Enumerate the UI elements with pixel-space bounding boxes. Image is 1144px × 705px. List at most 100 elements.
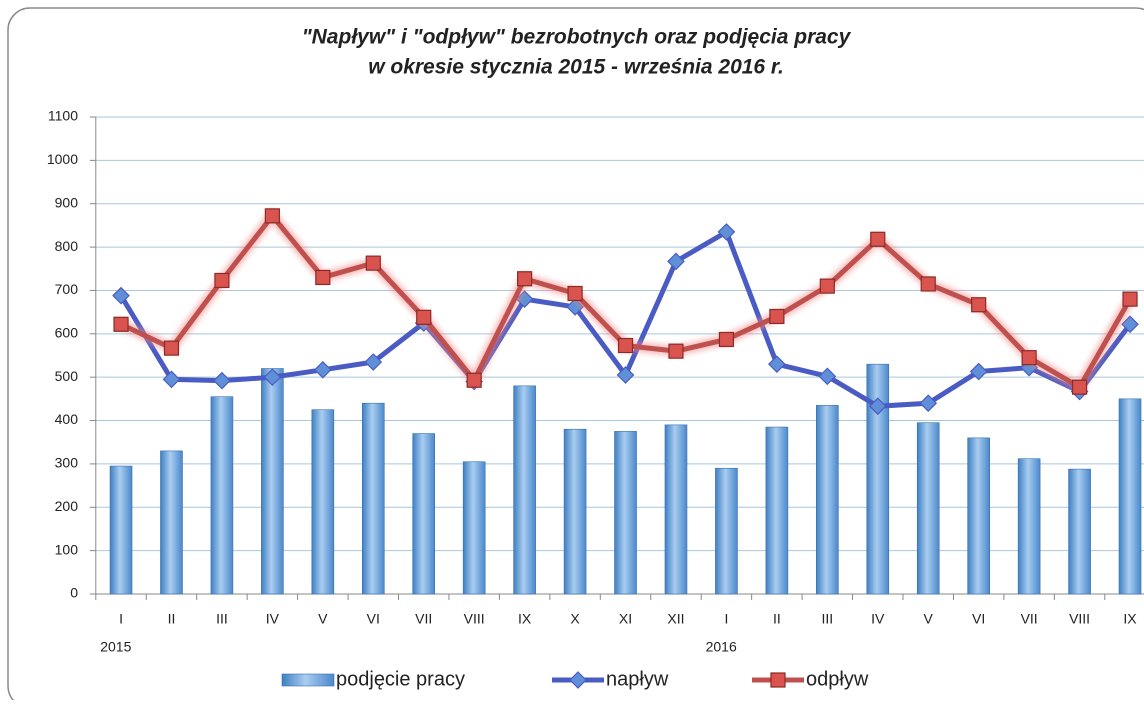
- x-tick-label: VI: [972, 611, 985, 627]
- marker: [315, 269, 331, 286]
- bar: [109, 465, 133, 595]
- bar: [210, 396, 234, 595]
- marker: [364, 353, 383, 371]
- x-tick-label: VII: [415, 611, 432, 627]
- marker: [718, 331, 735, 348]
- bar: [462, 461, 486, 595]
- chart-title: "Napływ" i "odpływ" bezrobotnych oraz po…: [302, 26, 852, 49]
- marker: [768, 355, 786, 374]
- x-tick-label: I: [724, 611, 728, 627]
- bar: [916, 422, 940, 595]
- marker: [1071, 379, 1088, 395]
- legend-item: napływ: [552, 668, 669, 690]
- marker: [213, 371, 231, 390]
- y-tick-label: 1100: [48, 108, 78, 124]
- marker: [1021, 350, 1037, 366]
- x-tick-label: VII: [1021, 611, 1038, 627]
- x-tick-label: VI: [367, 611, 380, 627]
- marker: [112, 286, 130, 305]
- bar: [563, 428, 587, 595]
- x-tick-label: III: [216, 611, 228, 627]
- bar: [311, 409, 335, 595]
- marker: [569, 671, 587, 689]
- x-tick-label: IX: [518, 611, 532, 627]
- marker: [717, 223, 736, 241]
- marker: [870, 231, 886, 247]
- legend-label: podjęcie pracy: [336, 668, 465, 690]
- x-tick-label: XI: [619, 611, 632, 627]
- x-tick-label: VIII: [464, 611, 485, 627]
- x-tick-label: II: [168, 611, 176, 627]
- bar: [614, 431, 637, 595]
- y-tick-label: 900: [55, 194, 79, 210]
- frame: [7, 7, 1144, 705]
- x-tick-label: V: [318, 611, 328, 627]
- marker: [617, 337, 634, 354]
- marker: [919, 394, 938, 413]
- bar: [664, 424, 688, 595]
- marker: [770, 672, 786, 688]
- bar: [715, 467, 738, 595]
- x-tick-label: IV: [871, 611, 885, 627]
- marker: [214, 272, 230, 289]
- legend-label: napływ: [606, 668, 669, 690]
- x-tick-label: IX: [1123, 611, 1137, 627]
- year-label: 2016: [706, 639, 737, 655]
- marker: [1121, 315, 1139, 334]
- y-tick-label: 1000: [47, 151, 78, 167]
- x-tick-label: IV: [266, 611, 280, 627]
- bar: [513, 385, 536, 595]
- marker: [818, 367, 837, 386]
- bar: [765, 426, 789, 595]
- y-tick-label: 600: [55, 325, 79, 341]
- marker: [667, 252, 685, 271]
- y-tick-label: 300: [55, 455, 79, 471]
- bar: [1017, 458, 1041, 595]
- x-tick-label: I: [119, 611, 123, 627]
- bar: [361, 402, 385, 595]
- x-tick-label: III: [821, 611, 833, 627]
- legend-label: odpływ: [806, 668, 869, 690]
- y-tick-label: 200: [55, 498, 79, 514]
- x-tick-label: II: [773, 611, 781, 627]
- marker: [466, 372, 482, 388]
- marker: [264, 208, 280, 224]
- bar: [412, 433, 436, 595]
- y-tick-label: 400: [55, 411, 79, 427]
- marker: [162, 370, 181, 389]
- bar: [160, 450, 183, 595]
- marker: [971, 297, 987, 313]
- bar: [967, 437, 990, 595]
- bar: [1068, 468, 1091, 595]
- marker: [920, 276, 936, 292]
- marker: [769, 308, 785, 325]
- y-tick-label: 800: [55, 238, 79, 254]
- bar: [816, 405, 839, 595]
- marker: [113, 316, 129, 332]
- legend-swatch: [281, 673, 335, 687]
- marker: [668, 343, 684, 359]
- bar: [261, 368, 284, 595]
- chart-title: w okresie stycznia 2015 - września 2016 …: [368, 56, 784, 79]
- year-label: 2015: [100, 639, 131, 655]
- y-tick-label: 500: [55, 368, 79, 384]
- x-tick-label: VIII: [1069, 611, 1090, 627]
- marker: [616, 366, 635, 384]
- legend-item: odpływ: [752, 668, 869, 690]
- marker: [313, 360, 332, 379]
- marker: [1122, 291, 1138, 307]
- marker: [517, 271, 533, 287]
- x-tick-label: X: [570, 611, 580, 627]
- x-tick-label: XII: [667, 611, 684, 627]
- marker: [416, 309, 432, 325]
- legend-item: podjęcie pracy: [281, 668, 465, 690]
- marker: [263, 368, 282, 387]
- bar: [866, 363, 890, 595]
- marker: [365, 255, 381, 271]
- x-tick-label: V: [924, 611, 934, 627]
- y-tick-label: 100: [55, 541, 79, 557]
- y-tick-label: 0: [70, 585, 78, 601]
- y-tick-label: 700: [55, 281, 79, 297]
- marker: [567, 285, 583, 302]
